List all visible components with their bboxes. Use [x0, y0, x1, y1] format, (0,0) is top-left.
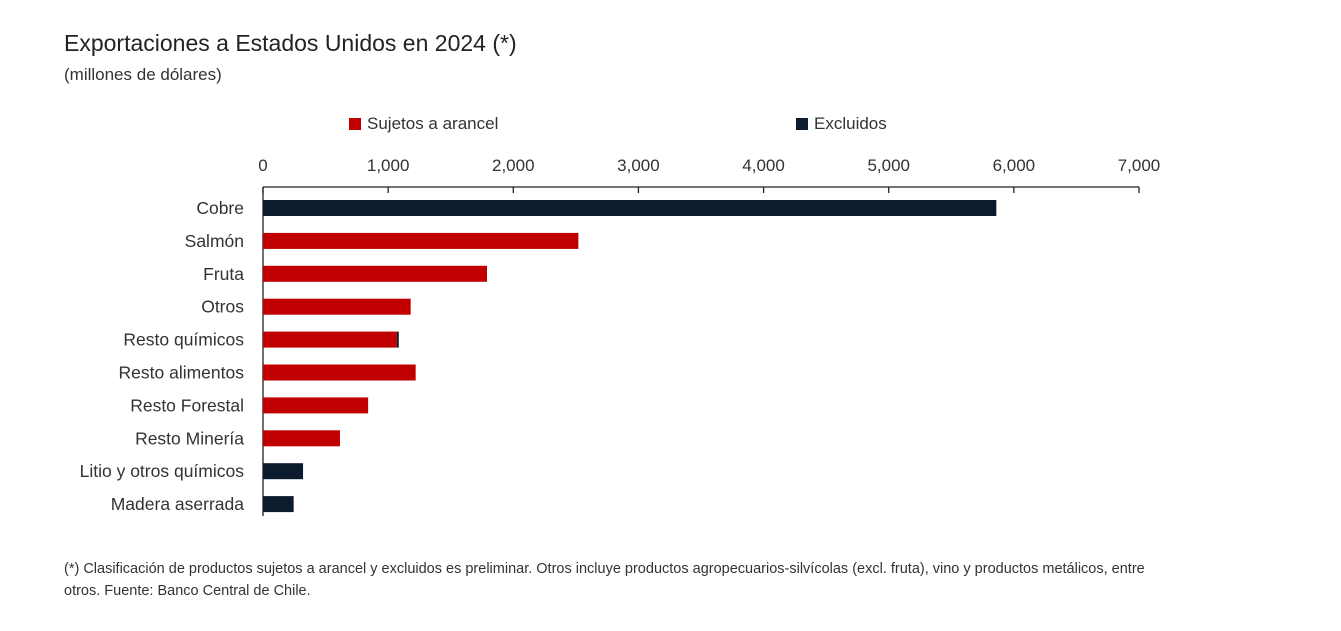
footnote: (*) Clasificación de productos sujetos a…	[64, 561, 1145, 599]
bar-excluidos-9	[263, 496, 294, 513]
category-label-6: Resto Forestal	[130, 395, 244, 415]
bar-sujetos-3	[263, 298, 411, 315]
x-tick-label-2: 2,000	[492, 156, 535, 175]
category-label-2: Fruta	[203, 264, 244, 284]
category-label-5: Resto alimentos	[119, 363, 245, 383]
category-label-0: Cobre	[196, 198, 244, 218]
category-label-3: Otros	[201, 297, 244, 317]
bar-excluidos-8	[263, 463, 304, 480]
category-label-7: Resto Minería	[135, 428, 244, 448]
bar-excluidos-4	[396, 331, 399, 348]
legend-item-sujetos: Sujetos a arancel	[349, 114, 498, 134]
chart-subtitle: (millones de dólares)	[64, 65, 222, 84]
chart-title: Exportaciones a Estados Unidos en 2024 (…	[64, 30, 517, 56]
bar-sujetos-7	[263, 430, 340, 447]
x-tick-label-3: 3,000	[617, 156, 660, 175]
legend-label-sujetos: Sujetos a arancel	[367, 114, 499, 133]
bar-sujetos-1	[263, 232, 579, 249]
x-tick-label-6: 6,000	[993, 156, 1036, 175]
category-label-8: Litio y otros químicos	[80, 461, 245, 481]
x-tick-label-5: 5,000	[867, 156, 910, 175]
bar-chart: 0 1,000 2,000 3,000 4,000 5,000 6,000 7,000 Cobr…	[80, 156, 1161, 517]
legend-label-excluidos: Excluidos	[814, 114, 887, 133]
x-tick-label-4: 4,000	[742, 156, 785, 175]
legend-item-excluidos: Excluidos	[796, 114, 887, 134]
x-tick-label-0: 0	[258, 156, 267, 175]
bar-excluidos-0	[263, 200, 997, 216]
x-tick-label-7: 7,000	[1118, 156, 1161, 175]
bar-sujetos-6	[263, 397, 369, 414]
category-label-4: Resto químicos	[123, 330, 244, 350]
legend-swatch-excluidos	[796, 118, 808, 130]
category-label-1: Salmón	[185, 231, 244, 251]
x-tick-label-1: 1,000	[367, 156, 410, 175]
legend-swatch-sujetos	[349, 118, 361, 130]
bar-sujetos-2	[263, 265, 488, 282]
bar-sujetos-4	[263, 331, 397, 348]
category-label-9: Madera aserrada	[111, 494, 245, 514]
bar-sujetos-5	[263, 364, 416, 381]
